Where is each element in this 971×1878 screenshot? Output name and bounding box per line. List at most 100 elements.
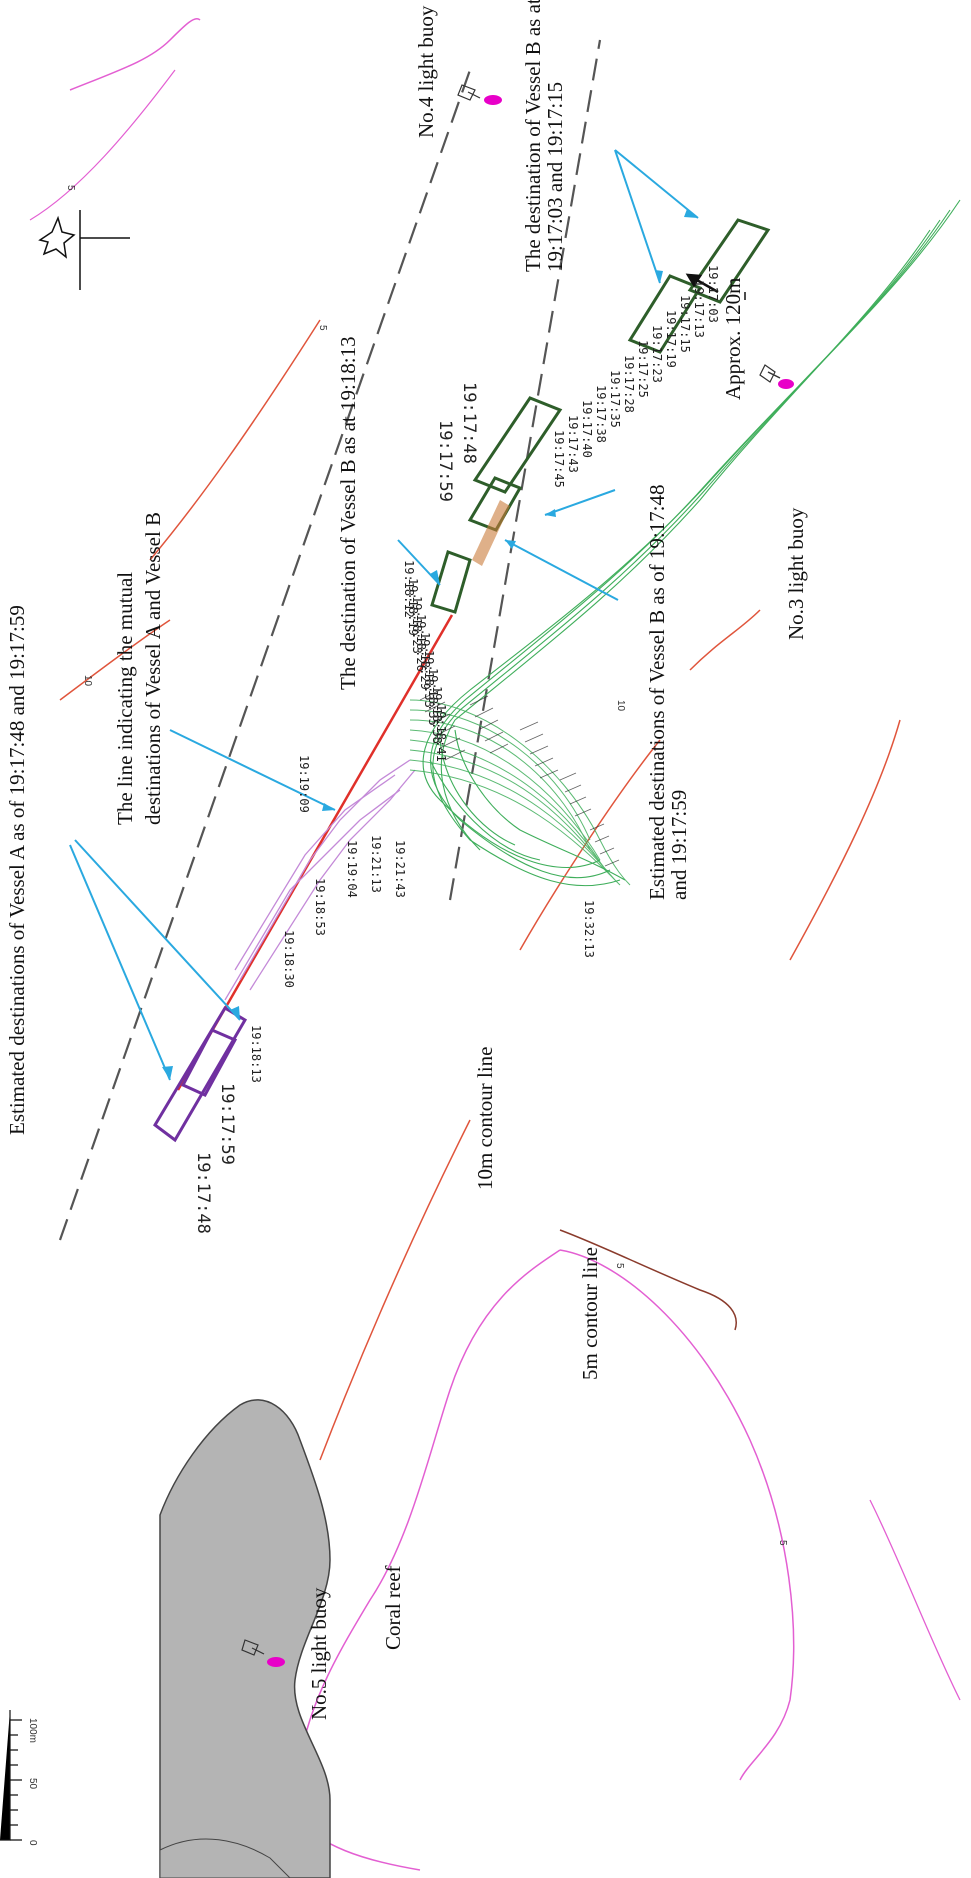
approx-120m-arrow: [685, 273, 746, 300]
channel-line-right: [448, 39, 602, 901]
contour-5m-right: [869, 1499, 961, 1701]
track-b-upper-time-9: 19:17:15: [678, 295, 692, 353]
time-a-1913: 19:21:13: [369, 835, 383, 893]
contour-5m-lower-brown: [559, 1229, 737, 1331]
time-a-2143: 19:21:43: [393, 840, 407, 898]
label-est-b-1: Estimated destinations of Vessel B as of…: [645, 485, 669, 901]
buoy-no4-icon: [457, 84, 502, 105]
track-b-upper-time-1: 19:17:43: [566, 415, 580, 473]
contour-mark-10-a: 10: [82, 675, 93, 687]
label-est-b-2: and 19:17:59: [667, 790, 691, 900]
pointer-arrows: [69, 149, 699, 1081]
contour-5m-pink: [299, 1249, 561, 1761]
track-b-upper-time-0: 19:17:45: [552, 430, 566, 488]
track-b-upper-time-11: 19:17:03: [706, 265, 720, 323]
channel-line-left: [58, 69, 472, 1241]
vessel-a-box-1759: [180, 1028, 238, 1097]
track-b-upper-time-10: 19:17:13: [692, 280, 706, 338]
arrow-est-a-2: [74, 839, 241, 1021]
vessel-a-time-labels: 19:17:48 19:17:59 19:18:13 19:18:30 19:1…: [193, 755, 407, 1234]
contour-mark-5-a: 5: [65, 185, 76, 191]
time-a-1748: 19:17:48: [193, 1152, 213, 1234]
contour-mark-5-e: 5: [317, 325, 328, 331]
contour-10m-lower: [319, 1119, 471, 1461]
vessel-b-box-1759: [467, 476, 523, 532]
time-a-1904: 19:19:04: [345, 840, 359, 898]
coral-reef: [159, 1399, 331, 1878]
track-b-time-8: 19:18:41: [434, 704, 448, 762]
time-b-1748: 19:17:48: [459, 382, 479, 464]
track-b-upper-time-8: 19:17:19: [664, 310, 678, 368]
contour-10m-mid: [519, 739, 661, 951]
label-mutual-2: destinations of Vessel A and Vessel B: [141, 512, 165, 825]
track-b-upper-time-3: 19:17:38: [594, 385, 608, 443]
time-a-1813: 19:18:13: [249, 1025, 263, 1083]
north-arrow-icon: [38, 210, 130, 290]
arrow-dest-1703-a: [614, 149, 699, 219]
reef-shape-2: [159, 1838, 291, 1878]
contour-10m-mid-2: [689, 609, 761, 671]
buoy-no5-icon: [241, 1639, 285, 1667]
label-buoy-no3: No.3 light buoy: [784, 507, 808, 640]
vessel-b-box-1748: [472, 396, 563, 494]
contour-5m-top: [69, 18, 201, 91]
vessel-a-track: [224, 759, 416, 1001]
track-b-upper-time-5: 19:17:28: [622, 355, 636, 413]
track-b-time-4: 19:18:29: [418, 632, 432, 690]
vessel-b-boxes: [430, 218, 771, 614]
vessel-b-fan: [409, 699, 631, 886]
arrow-est-a-1: [69, 844, 171, 1081]
vessel-b-box-1813: [430, 550, 472, 614]
scale-label-50: 50: [27, 1778, 38, 1790]
vessel-b-time-labels: 19:17:48 19:17:59 19:32:13: [435, 382, 596, 958]
label-approx-120m: Approx. 120m: [721, 278, 745, 401]
vessel-b-box-1715: [627, 274, 703, 354]
label-dest-b-1703-2: 19:17:03 and 19:17:15: [543, 82, 567, 272]
label-buoy-no5: No.5 light buoy: [307, 1587, 331, 1720]
time-b-1759: 19:17:59: [435, 420, 455, 502]
vessel-a-boxes: [153, 1005, 248, 1143]
track-b-time-5: 19:18:33: [422, 650, 436, 708]
time-a-1759: 19:17:59: [217, 1083, 237, 1165]
contour-mark-5-b: 5: [614, 1263, 625, 1269]
track-b-time-6: 19:18:35: [426, 668, 440, 726]
track-b-time-1: 19:18:19: [406, 578, 420, 636]
contour-10m-upper: [149, 319, 321, 561]
label-dest-b-1813: The destination of Vessel B as at 19:18:…: [336, 336, 360, 690]
track-b-upper-time-6: 19:17:25: [636, 340, 650, 398]
arrow-est-b-1: [544, 489, 616, 516]
track-b-upper-time-4: 19:17:35: [608, 370, 622, 428]
track-b-time-3: 19:18:26: [414, 614, 428, 672]
arrow-est-b-2: [504, 539, 619, 601]
label-dest-b-1703-1: The destination of Vessel B as at: [521, 0, 545, 272]
label-est-a: Estimated destinations of Vessel A as of…: [5, 605, 29, 1135]
annotation-labels: Estimated destinations of Vessel A as of…: [5, 0, 808, 1720]
arrowheads: [162, 209, 698, 1080]
label-contour-10m: 10m contour line: [473, 1047, 497, 1190]
track-b-upper-time-7: 19:17:23: [650, 325, 664, 383]
contour-10m-upper-2: [59, 619, 171, 701]
buoy-markers: [241, 84, 794, 1667]
arrow-mutual: [169, 729, 336, 811]
contour-mark-10-b: 10: [615, 700, 626, 712]
track-b-time-7: 19:18:38: [430, 686, 444, 744]
label-buoy-no4: No.4 light buoy: [414, 5, 438, 138]
track-b-time-0: 19:18:12: [402, 560, 416, 618]
contour-10m-right: [789, 719, 901, 961]
arrow-dest-1703-b: [614, 149, 661, 284]
time-b-3213: 19:32:13: [582, 900, 596, 958]
vessel-b-track-labels: 19:18:1219:18:1919:18:2319:18:2619:18:29…: [402, 265, 720, 762]
buoy-no3-icon: [759, 364, 794, 389]
vessel-b-hatching: [419, 689, 620, 867]
scale-bar: [0, 1710, 22, 1841]
track-b-upper-time-2: 19:17:40: [580, 400, 594, 458]
scale-label-100: 100m: [27, 1718, 38, 1743]
time-a-1830: 19:18:30: [282, 930, 296, 988]
scale-label-0: 0: [27, 1840, 38, 1846]
arrow-dest-1813: [397, 539, 441, 586]
channel-boundaries: [58, 39, 602, 1241]
time-a-1853: 19:18:53: [313, 878, 327, 936]
vessel-b-red-fill: [472, 500, 510, 566]
reef-shape: [159, 1399, 331, 1878]
